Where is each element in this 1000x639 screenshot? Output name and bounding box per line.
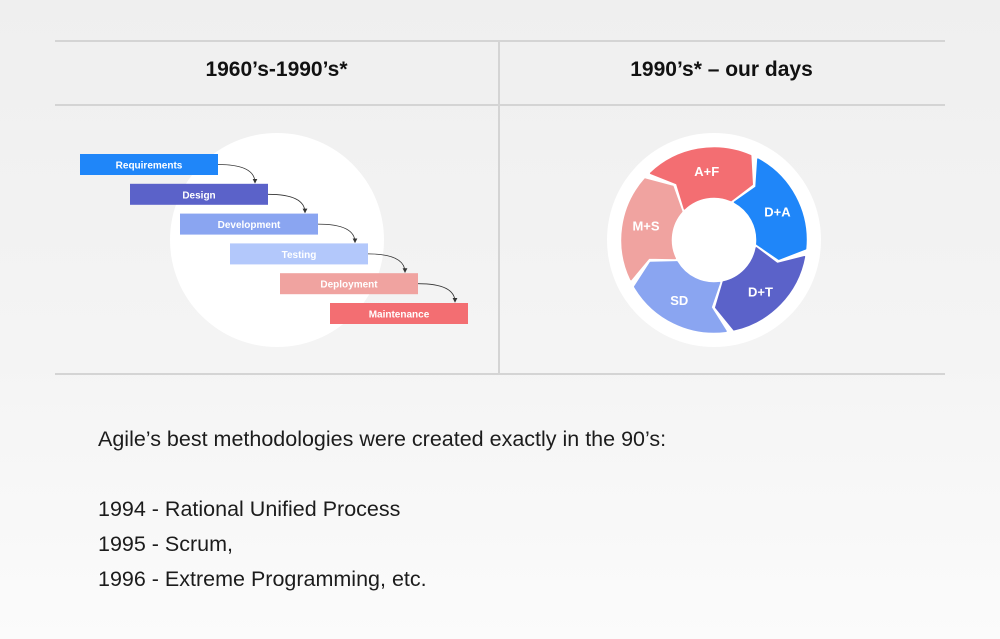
waterfall-step-bar [230, 243, 368, 265]
cycle-segment-label: D+A [764, 205, 791, 220]
cycle-diagram: A+F D+A D+T SD M+S [607, 133, 821, 347]
right-column-title: 1990’s* – our days [630, 58, 813, 81]
methodology-item: 1994 - Rational Unified Process [98, 497, 401, 521]
waterfall-arrow [317, 223, 358, 244]
cycle-segment [715, 247, 806, 331]
waterfall-step-label: Design [182, 190, 215, 201]
agile-text-block: Agile’s best methodologies were created … [98, 422, 666, 597]
waterfall-arrow [367, 253, 408, 273]
waterfall-arrow [267, 193, 308, 214]
waterfall-step-label: Deployment [320, 280, 378, 291]
table-header-divider [55, 104, 945, 106]
left-column-title: 1960’s-1990’s* [205, 58, 348, 81]
agile-intro-text: Agile’s best methodologies were created … [98, 427, 667, 451]
table-column-divider [498, 41, 500, 374]
waterfall-step-label: Testing [282, 250, 317, 261]
waterfall-step-bar [80, 154, 218, 175]
cycle-segment-label: M+S [632, 219, 659, 234]
waterfall-diagram: Requirements Design Development Testing Depl… [80, 133, 468, 347]
cycle-segment-label: SD [670, 293, 688, 308]
cycle-segment [621, 178, 683, 281]
waterfall-step-bar [330, 303, 468, 324]
methodology-item: 1995 - Scrum, [98, 532, 234, 556]
waterfall-arrow [217, 164, 258, 184]
cycle-segment [733, 158, 807, 260]
methodology-item: 1996 - Extreme Programming, etc. [98, 567, 427, 591]
waterfall-step-bar [180, 213, 318, 235]
cycle-segment-label: D+T [748, 285, 773, 300]
waterfall-step-label: Requirements [116, 161, 183, 172]
cycle-segment [633, 261, 727, 333]
cycle-segments: A+F D+A D+T SD M+S [621, 147, 807, 333]
waterfall-steps: Requirements Design Development Testing Depl… [80, 154, 468, 324]
waterfall-arrow [417, 283, 458, 303]
cycle-segment-label: A+F [694, 164, 719, 179]
table-top-border [55, 40, 945, 42]
waterfall-step-label: Maintenance [369, 310, 430, 321]
waterfall-step-label: Development [218, 220, 281, 231]
cycle-segment [649, 147, 753, 210]
table-bottom-border [55, 373, 945, 375]
waterfall-step-bar [280, 273, 418, 295]
waterfall-step-bar [130, 183, 268, 205]
